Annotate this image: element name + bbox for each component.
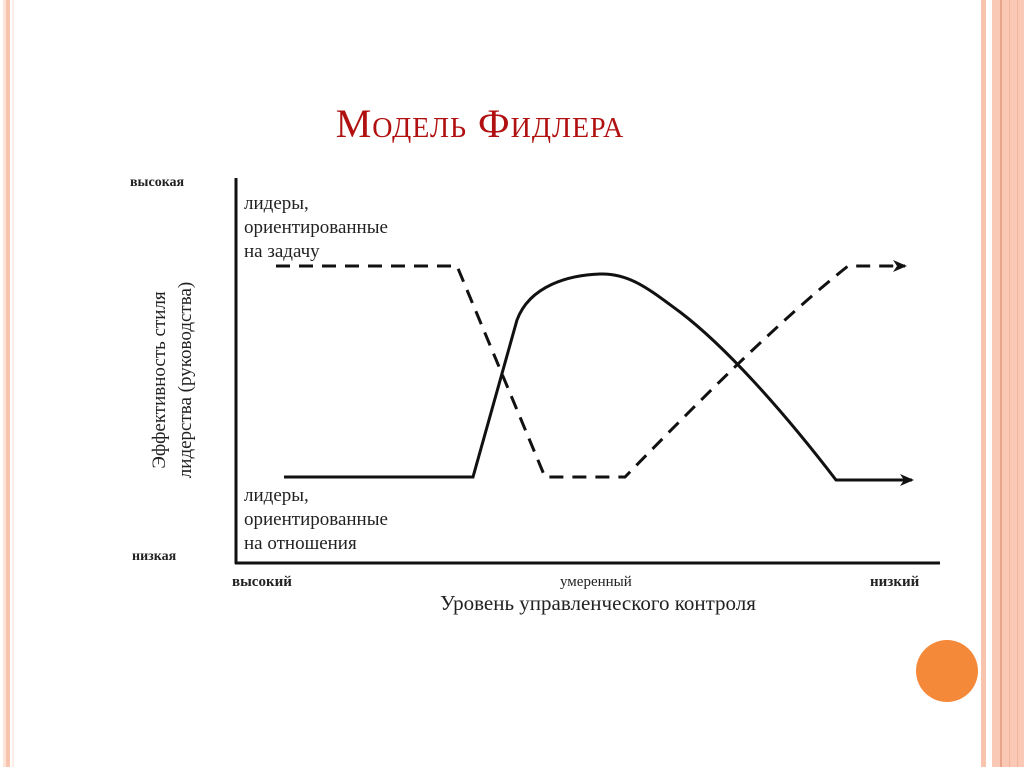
right-border-band xyxy=(992,0,1024,767)
y-tick-high: высокая xyxy=(130,175,185,190)
right-border-line-2 xyxy=(1009,0,1010,767)
left-border-stripe xyxy=(6,0,10,767)
relation-label-line2: ориентированные xyxy=(244,509,388,530)
task-label-line1: лидеры, xyxy=(244,193,309,214)
decorative-orange-circle xyxy=(916,640,978,702)
left-border-stripe-inner xyxy=(12,0,14,767)
y-axis-title-line1: Эффективность стиля xyxy=(149,291,170,469)
x-tick-mid: умеренный xyxy=(560,574,632,590)
task-label-line2: ориентированные xyxy=(244,217,388,238)
right-border-line-3 xyxy=(1017,0,1018,767)
right-border-line-1 xyxy=(1000,0,1002,767)
x-axis-title: Уровень управленческого контроля xyxy=(440,591,756,615)
series-relationship-oriented-line xyxy=(284,272,914,486)
relation-label-line1: лидеры, xyxy=(244,485,309,506)
y-tick-low: низкая xyxy=(132,549,177,564)
y-axis-title-line2: лидерства (руководства) xyxy=(175,282,196,478)
right-border-stripe-thin xyxy=(981,0,986,767)
relation-label-line3: на отношения xyxy=(244,533,357,554)
series-task-oriented-line xyxy=(276,260,907,479)
x-tick-low: низкий xyxy=(870,574,920,590)
task-label-line3: на задачу xyxy=(244,241,320,262)
slide-title: Модель Фидлера xyxy=(335,101,625,146)
x-tick-high: высокий xyxy=(232,574,292,590)
left-border-stripe-outer xyxy=(3,0,6,767)
